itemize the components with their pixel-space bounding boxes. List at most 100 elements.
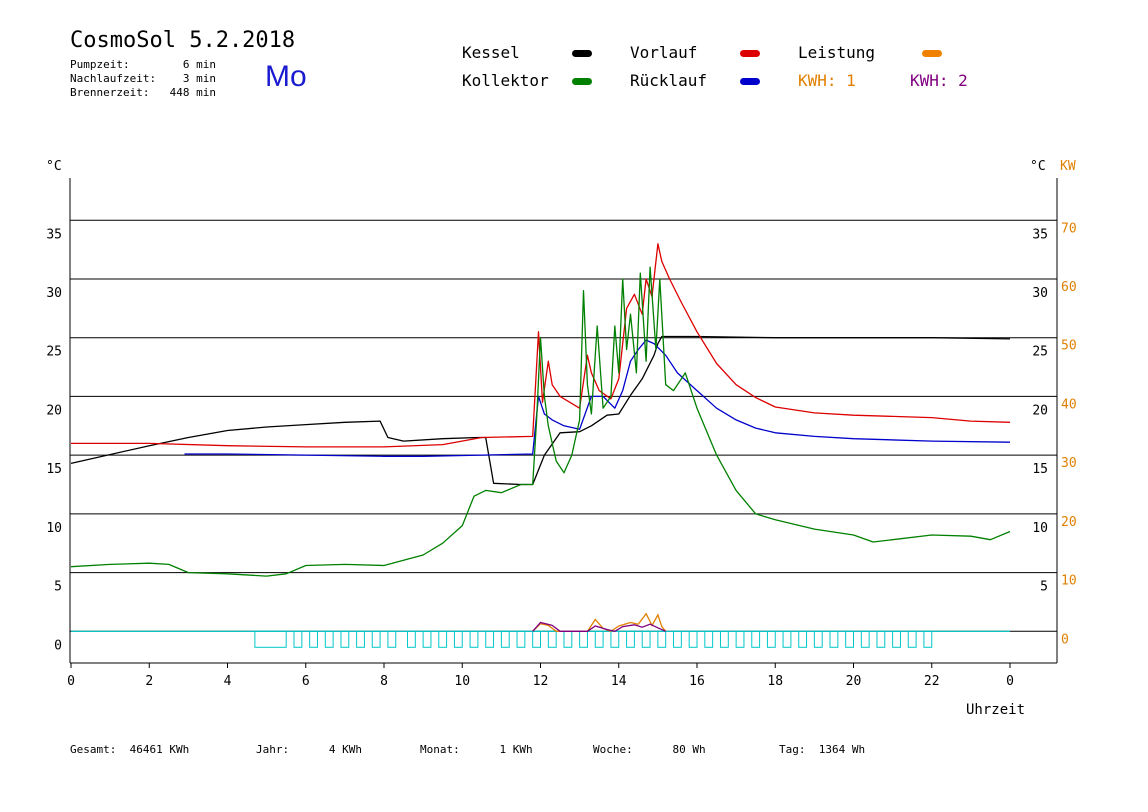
y-left-tick-label-20: 20: [46, 403, 62, 418]
y-left-tick-label-30: 30: [46, 286, 62, 301]
y-right-temp-tick-label-5: 5: [1040, 580, 1048, 595]
y-left-tick-label-0: 0: [54, 638, 62, 653]
pump-pulse-11: [453, 630, 463, 648]
x-tick-label-10: 20: [846, 674, 862, 689]
pump-pulse-7: [387, 630, 397, 648]
pump-pulse-25: [673, 630, 682, 648]
pump-pulse-8: [406, 630, 416, 648]
pump-pulse-29: [735, 630, 745, 648]
y-right-temp-unit: °C: [1030, 159, 1046, 174]
pump-pulse-37: [860, 630, 870, 648]
x-tick-label-11: 22: [924, 674, 940, 689]
y-right-temp-tick-label-20: 20: [1032, 403, 1048, 418]
pump-pulse-19: [579, 630, 588, 648]
x-tick-label-1: 2: [145, 674, 153, 689]
pump-pulse-12: [469, 630, 479, 648]
x-tick-label-2: 4: [224, 674, 232, 689]
y-right-power-tick-label-0: 0: [1061, 632, 1069, 647]
x-tick-label-8: 16: [689, 674, 705, 689]
pump-pulse-22: [626, 630, 635, 648]
info-nachlaufzeit: Nachlaufzeit: 3 min: [70, 72, 216, 85]
pump-pulse-10: [438, 630, 448, 648]
x-tick-label-12: 0: [1006, 674, 1014, 689]
footer-tag: Tag: 1364 Wh: [779, 743, 866, 756]
pump-pulse-21: [610, 630, 620, 648]
legend-leistung-label: Leistung: [798, 43, 876, 62]
pump-pulse-24: [657, 630, 667, 648]
pump-pulse-39: [892, 630, 901, 648]
x-tick-label-5: 10: [454, 674, 470, 689]
pump-pulse-33: [798, 630, 808, 648]
footer-gesamt: Gesamt: 46461 KWh: [70, 743, 190, 756]
footer-woche: Woche: 80 Wh: [593, 743, 706, 756]
power-series-line-0: [532, 612, 667, 633]
series-line-rcklauf: [184, 339, 1011, 457]
x-tick-label-4: 8: [380, 674, 388, 689]
pump-pulse-20: [594, 630, 604, 648]
y-left-tick-label-15: 15: [46, 462, 62, 477]
pump-pulse-9: [422, 630, 432, 648]
legend-kollektor-label: Kollektor: [462, 71, 549, 90]
y-right-power-tick-label-40: 40: [1061, 397, 1077, 412]
y-left-tick-label-25: 25: [46, 345, 62, 360]
footer-monat: Monat: 1 KWh: [420, 743, 533, 756]
pump-pulse-26: [688, 630, 698, 648]
legend-vorlauf-swatch: [740, 50, 760, 57]
pump-pulse-41: [923, 630, 933, 648]
y-right-temp-tick-label-35: 35: [1032, 227, 1048, 242]
y-right-power-tick-label-70: 70: [1061, 221, 1077, 236]
y-left-tick-label-5: 5: [54, 580, 62, 595]
legend-kwh1-label: KWH: 1: [798, 71, 856, 90]
x-tick-label-7: 14: [611, 674, 627, 689]
y-right-temp-tick-label-30: 30: [1032, 286, 1048, 301]
x-tick-label-9: 18: [767, 674, 783, 689]
y-left-tick-label-35: 35: [46, 227, 62, 242]
weekday-label: Mo: [265, 60, 307, 93]
y-right-temp-tick-label-15: 15: [1032, 462, 1048, 477]
pump-pulse-16: [532, 630, 541, 648]
pump-pulse-5: [356, 630, 365, 648]
pump-pulse-31: [766, 630, 776, 648]
x-tick-label-0: 0: [67, 674, 75, 689]
y-right-power-tick-label-30: 30: [1061, 456, 1077, 471]
legend-ruecklauf-swatch: [740, 78, 760, 85]
pump-pulse-6: [371, 630, 381, 648]
pump-pulse-40: [907, 630, 917, 648]
legend-ruecklauf-label: Rücklauf: [630, 71, 708, 90]
pump-pulse-32: [782, 630, 792, 648]
footer-jahr: Jahr: 4 KWh: [256, 743, 362, 756]
legend-kwh2-label: KWH: 2: [910, 71, 968, 90]
pump-pulse-38: [876, 630, 886, 648]
pump-pulse-18: [563, 630, 573, 648]
pump-pulse-34: [813, 630, 823, 648]
legend-kollektor-swatch: [572, 78, 592, 85]
power-series-line-1: [532, 621, 666, 632]
info-brennerzeit: Brennerzeit: 448 min: [70, 86, 216, 99]
y-left-unit: °C: [46, 159, 62, 174]
legend-kessel-label: Kessel: [462, 43, 520, 62]
pump-pulse-0: [254, 630, 287, 648]
y-right-temp-tick-label-25: 25: [1032, 345, 1048, 360]
pump-pulse-36: [845, 630, 854, 648]
pump-pulse-17: [547, 630, 557, 648]
legend-leistung-swatch: [922, 50, 942, 57]
y-left-tick-label-10: 10: [46, 521, 62, 536]
series-line-kollektor: [70, 266, 1011, 577]
info-pumpzeit: Pumpzeit: 6 min: [70, 58, 216, 71]
x-axis-label: Uhrzeit: [966, 702, 1025, 718]
pump-pulse-1: [293, 630, 303, 648]
pump-pulse-15: [516, 630, 526, 648]
pump-pulse-4: [340, 630, 350, 648]
y-right-power-tick-label-20: 20: [1061, 515, 1077, 530]
legend-vorlauf-label: Vorlauf: [630, 43, 698, 62]
y-right-temp-tick-label-10: 10: [1032, 521, 1048, 536]
pump-pulse-27: [704, 630, 714, 648]
y-right-power-tick-label-10: 10: [1061, 574, 1077, 589]
y-right-power-tick-label-60: 60: [1061, 280, 1077, 295]
series-line-kessel: [70, 335, 1011, 486]
pump-pulse-14: [500, 630, 510, 648]
y-right-power-tick-label-50: 50: [1061, 339, 1077, 354]
page-title: CosmoSol 5.2.2018: [70, 28, 296, 53]
y-right-power-unit: KW: [1060, 159, 1076, 174]
pump-pulse-3: [324, 630, 334, 648]
